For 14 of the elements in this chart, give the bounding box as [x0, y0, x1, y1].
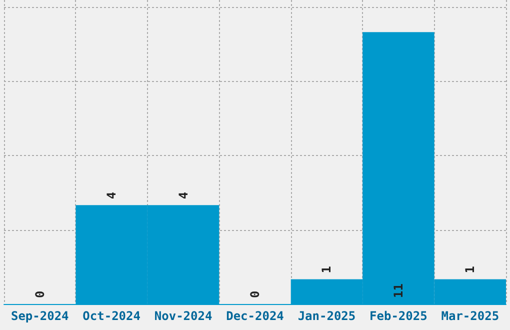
- data-label: 4: [176, 192, 190, 200]
- data-label: 1: [463, 266, 478, 274]
- x-tick-label: Nov-2024: [154, 309, 212, 323]
- x-tick-label: Jan-2025: [298, 309, 356, 323]
- x-tick-label: Sep-2024: [10, 309, 69, 323]
- x-tick-label: Oct-2024: [82, 309, 140, 323]
- data-label: 0: [32, 290, 47, 298]
- x-tick-label: Dec-2024: [226, 309, 284, 323]
- data-label: 0: [248, 290, 262, 298]
- data-label: 1: [320, 266, 334, 274]
- data-label: 4: [104, 192, 119, 200]
- x-tick-label: Feb-2025: [370, 309, 428, 323]
- x-tick-label: Mar-2025: [441, 309, 500, 323]
- data-label: 11: [391, 284, 406, 298]
